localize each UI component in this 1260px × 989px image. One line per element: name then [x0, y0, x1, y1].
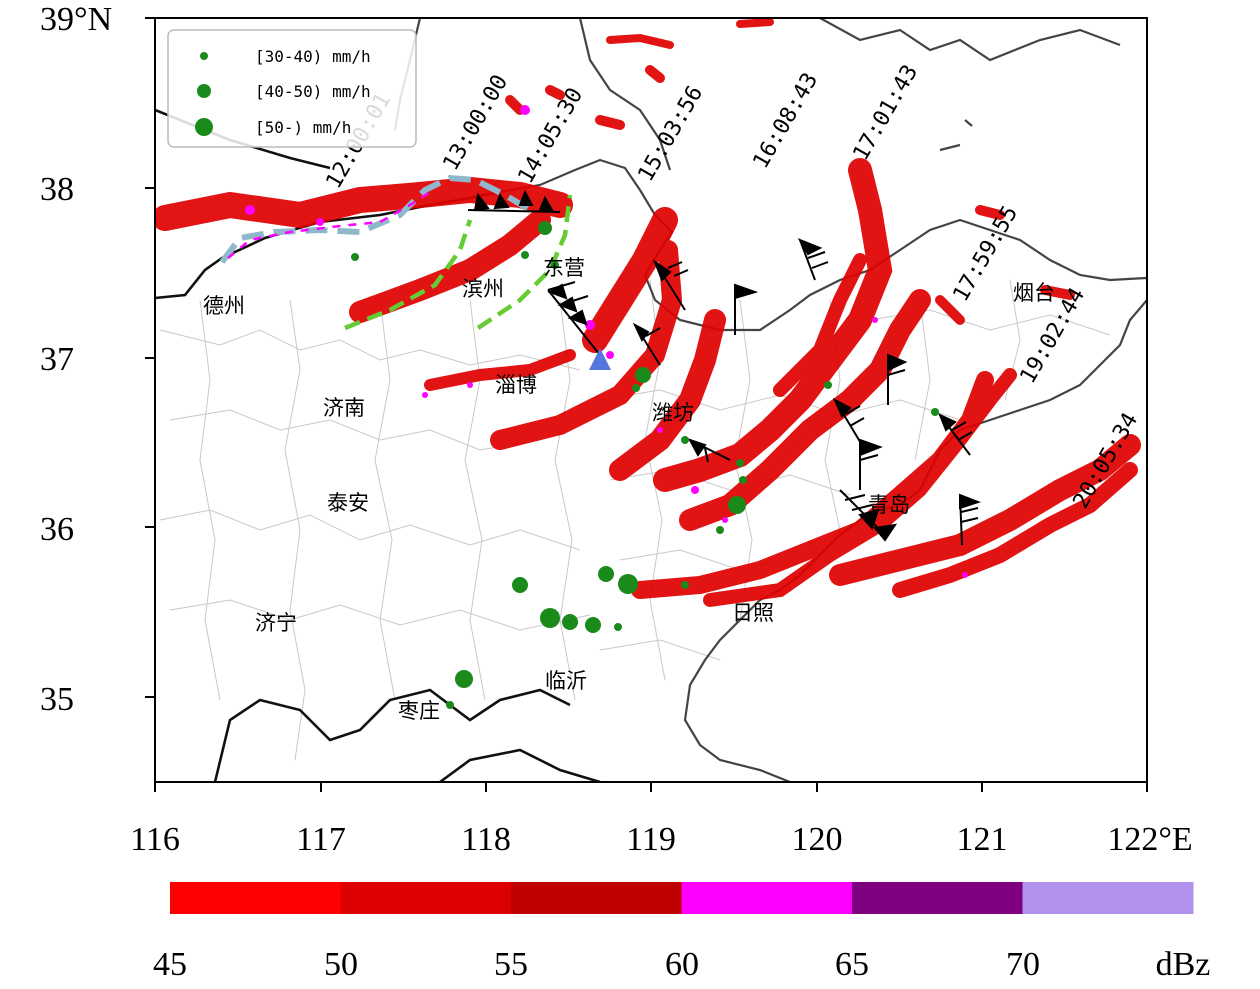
lat-label: 39°N: [40, 1, 112, 38]
colorbar-tick: 70: [1006, 946, 1040, 983]
colorbar: [170, 882, 1194, 914]
city-label: 烟台: [1013, 281, 1055, 305]
legend-marker-large: [195, 118, 213, 136]
longitude-labels: 116 117 118 119 120 121 122°E: [130, 821, 1193, 858]
lon-label: 121: [957, 821, 1008, 858]
front-line-blue: [219, 174, 532, 264]
latitude-axis: [145, 17, 155, 698]
city-label: 济宁: [255, 611, 297, 635]
city-labels: 德州 滨州 东营 烟台 济南 淄博 潍坊 泰安 青岛 济宁 日照 临沂 枣庄: [203, 256, 1055, 723]
city-label: 滨州: [462, 277, 504, 301]
latitude-labels: 39°N 38 37 36 35: [40, 1, 112, 718]
colorbar-tick: 55: [494, 946, 528, 983]
city-label: 枣庄: [398, 699, 440, 723]
city-label: 东营: [543, 256, 585, 280]
lon-label: 118: [461, 821, 511, 858]
colorbar-unit: dBz: [1156, 946, 1211, 983]
city-label: 青岛: [868, 493, 910, 517]
colorbar-segment: [511, 882, 682, 914]
legend: [30-40) mm/h [40-50) mm/h [50-) mm/h: [167, 29, 417, 148]
legend-item: [40-50) mm/h: [255, 82, 371, 101]
lon-label: 122°E: [1107, 821, 1192, 858]
legend-item: [30-40) mm/h: [255, 47, 371, 66]
city-label: 临沂: [545, 669, 587, 693]
colorbar-tick: 50: [324, 946, 358, 983]
city-label: 泰安: [327, 491, 369, 515]
lon-label: 120: [792, 821, 843, 858]
map-panel: 德州 滨州 东营 烟台 济南 淄博 潍坊 泰安 青岛 济宁 日照 临沂 枣庄 1…: [155, 18, 1147, 782]
city-label: 德州: [203, 294, 245, 318]
legend-marker-medium: [197, 84, 211, 98]
front-line-magenta: [227, 190, 431, 259]
colorbar-segment: [852, 882, 1023, 914]
colorbar-tick: 65: [835, 946, 869, 983]
colorbar-segment: [340, 882, 512, 914]
rainfall-markers: [351, 221, 939, 709]
lat-label: 35: [40, 681, 74, 718]
colorbar-ticks: 45 50 55 60 65 70 dBz: [153, 946, 1210, 983]
legend-marker-small: [200, 52, 208, 60]
front-line-green-2: [476, 194, 573, 330]
city-label: 济南: [323, 396, 365, 420]
colorbar-segment: [681, 882, 853, 914]
city-label: 日照: [732, 601, 774, 625]
colorbar-segment: [170, 882, 341, 914]
lat-label: 36: [40, 511, 74, 548]
colorbar-tick: 45: [153, 946, 187, 983]
colorbar-segment: [1022, 882, 1194, 914]
front-line-green-1: [344, 219, 473, 331]
lon-label: 116: [130, 821, 180, 858]
station-triangle-icon: [589, 348, 611, 370]
radar-echo-cores: [245, 105, 968, 578]
city-label: 潍坊: [652, 401, 694, 425]
colorbar-tick: 60: [665, 946, 699, 983]
lon-label: 119: [626, 821, 676, 858]
lat-label: 38: [40, 171, 74, 208]
lat-label: 37: [40, 341, 74, 378]
lon-label: 117: [296, 821, 346, 858]
legend-item: [50-) mm/h: [255, 118, 351, 137]
wind-barbs: [467, 189, 981, 546]
city-label: 淄博: [495, 373, 537, 397]
longitude-axis: [154, 782, 1148, 792]
